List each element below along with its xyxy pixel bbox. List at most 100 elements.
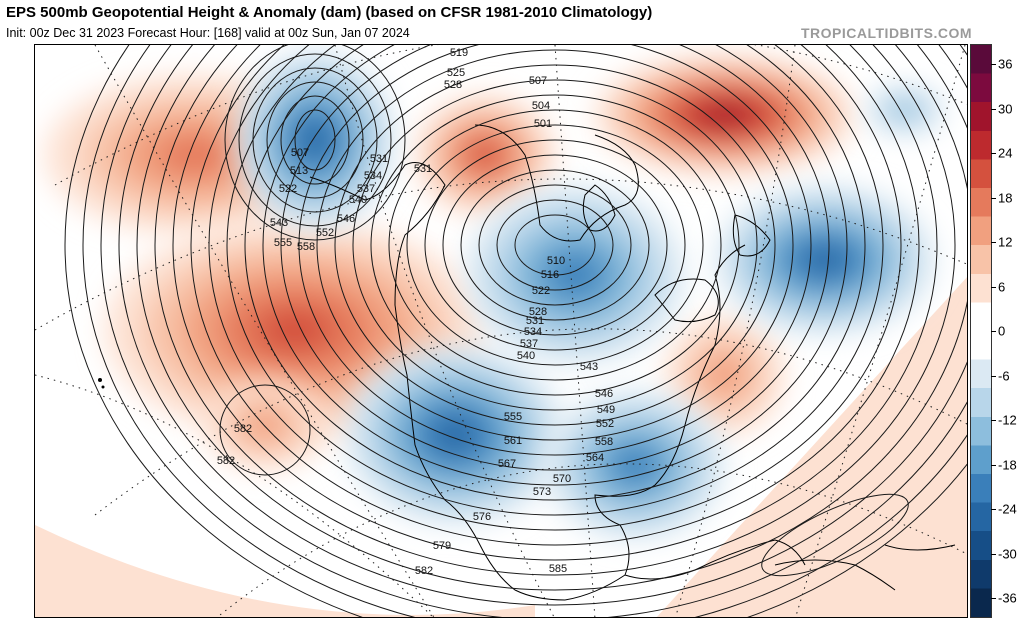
colorbar-tick [991, 153, 996, 154]
negative-anomaly [715, 185, 935, 335]
height-contour [280, 95, 350, 185]
height-contour [334, 64, 776, 426]
contour-label: 579 [433, 540, 451, 552]
island [101, 385, 105, 389]
contour-label: 567 [498, 458, 516, 470]
colorbar-tick-label: 0 [998, 323, 1006, 339]
contour-label: 543 [270, 217, 288, 229]
height-contour [316, 49, 794, 441]
site-watermark: TROPICALTIDBITS.COM [800, 25, 972, 41]
island [98, 378, 102, 382]
height-contour [478, 184, 632, 306]
positive-anomaly [105, 220, 485, 440]
contour-label: 585 [549, 563, 567, 575]
colorbar-tick-label: 24 [998, 145, 1013, 161]
coastline [582, 184, 616, 232]
contour-label: 570 [553, 473, 571, 485]
height-contour [219, 384, 311, 476]
height-contour [442, 154, 668, 336]
anomaly-band [891, 101, 919, 119]
contour-label: 546 [337, 213, 355, 225]
height-contour [224, 45, 406, 241]
colorbar-tick-label: 12 [998, 234, 1013, 250]
contour-label: 543 [580, 361, 598, 373]
contour-label: 540 [517, 350, 535, 362]
height-contour [761, 493, 909, 577]
anomaly-shading [35, 50, 967, 617]
colorbar-tick [991, 375, 996, 377]
colorbar-tick [991, 598, 996, 599]
height-contour [388, 109, 722, 381]
grid-line [94, 45, 435, 617]
coastline [732, 214, 771, 257]
negative-anomaly [865, 85, 945, 135]
coastline [309, 162, 566, 601]
height-contour [118, 45, 967, 606]
contour-label: 537 [357, 183, 375, 195]
anomaly-band [553, 257, 597, 293]
positive-anomaly [665, 315, 785, 435]
height-contour [370, 94, 740, 396]
height-contours [64, 45, 967, 617]
colorbar-tick-label: -36 [998, 590, 1017, 606]
colorbar-tick [991, 553, 996, 555]
anomaly-band [705, 355, 745, 395]
anomaly-region [656, 277, 967, 617]
contour-label: 558 [297, 241, 315, 253]
coastline [474, 124, 639, 242]
contour-label: 534 [524, 326, 542, 338]
colorbar-tick-label: -24 [998, 501, 1017, 517]
contour-label: 534 [364, 170, 382, 182]
contour-label: 528 [529, 306, 547, 318]
height-contour [244, 45, 866, 501]
contour-label: 540 [349, 194, 367, 206]
height-contour [496, 199, 614, 291]
contour-label: 552 [316, 227, 334, 239]
contour-label: 582 [217, 455, 235, 467]
height-contour [64, 45, 967, 617]
contour-label: 516 [541, 269, 559, 281]
colorbar-tick [991, 108, 996, 110]
contour-label: 558 [595, 436, 613, 448]
contour-label: 546 [595, 388, 613, 400]
contour-label: 513 [290, 165, 308, 177]
anomaly-band [157, 135, 233, 175]
height-contour [172, 45, 938, 561]
negative-anomaly [345, 345, 565, 525]
contour-label: 531 [414, 163, 432, 175]
anomaly-band [806, 247, 844, 273]
contour-label: 522 [532, 285, 550, 297]
colorbar-tick-label: 30 [998, 101, 1013, 116]
height-contour [294, 109, 336, 171]
coastline [884, 544, 956, 551]
positive-anomaly [205, 380, 325, 470]
height-contour [252, 67, 378, 213]
contour-label: 582 [234, 423, 252, 435]
map-subtitle: Init: 00z Dec 31 2023 Forecast Hour: [16… [6, 26, 410, 40]
coastline [564, 244, 746, 601]
colorbar-tick [991, 286, 996, 288]
colorbar-tick [991, 420, 996, 421]
anomaly-band [436, 420, 474, 450]
height-contour [82, 45, 967, 617]
height-contour [190, 45, 920, 546]
colorbar-tick [991, 331, 996, 332]
contour-label: 519 [450, 47, 468, 59]
contour-label: 507 [529, 75, 547, 87]
colorbar-tick-label: -30 [998, 546, 1017, 561]
height-contour [238, 53, 392, 227]
contour-label: 510 [547, 255, 565, 267]
contour-label: 573 [533, 486, 551, 498]
colorbar-tick-label: 6 [998, 279, 1006, 294]
contour-label: 507 [291, 147, 309, 159]
colorbar-tick-label: -6 [998, 368, 1010, 383]
contour-label: 555 [504, 411, 522, 423]
negative-anomaly [235, 50, 395, 230]
height-contour [406, 124, 704, 366]
positive-anomaly [595, 55, 855, 175]
anomaly-band [245, 410, 285, 440]
height-contour [136, 45, 967, 591]
anomaly-colorbar [970, 44, 992, 618]
